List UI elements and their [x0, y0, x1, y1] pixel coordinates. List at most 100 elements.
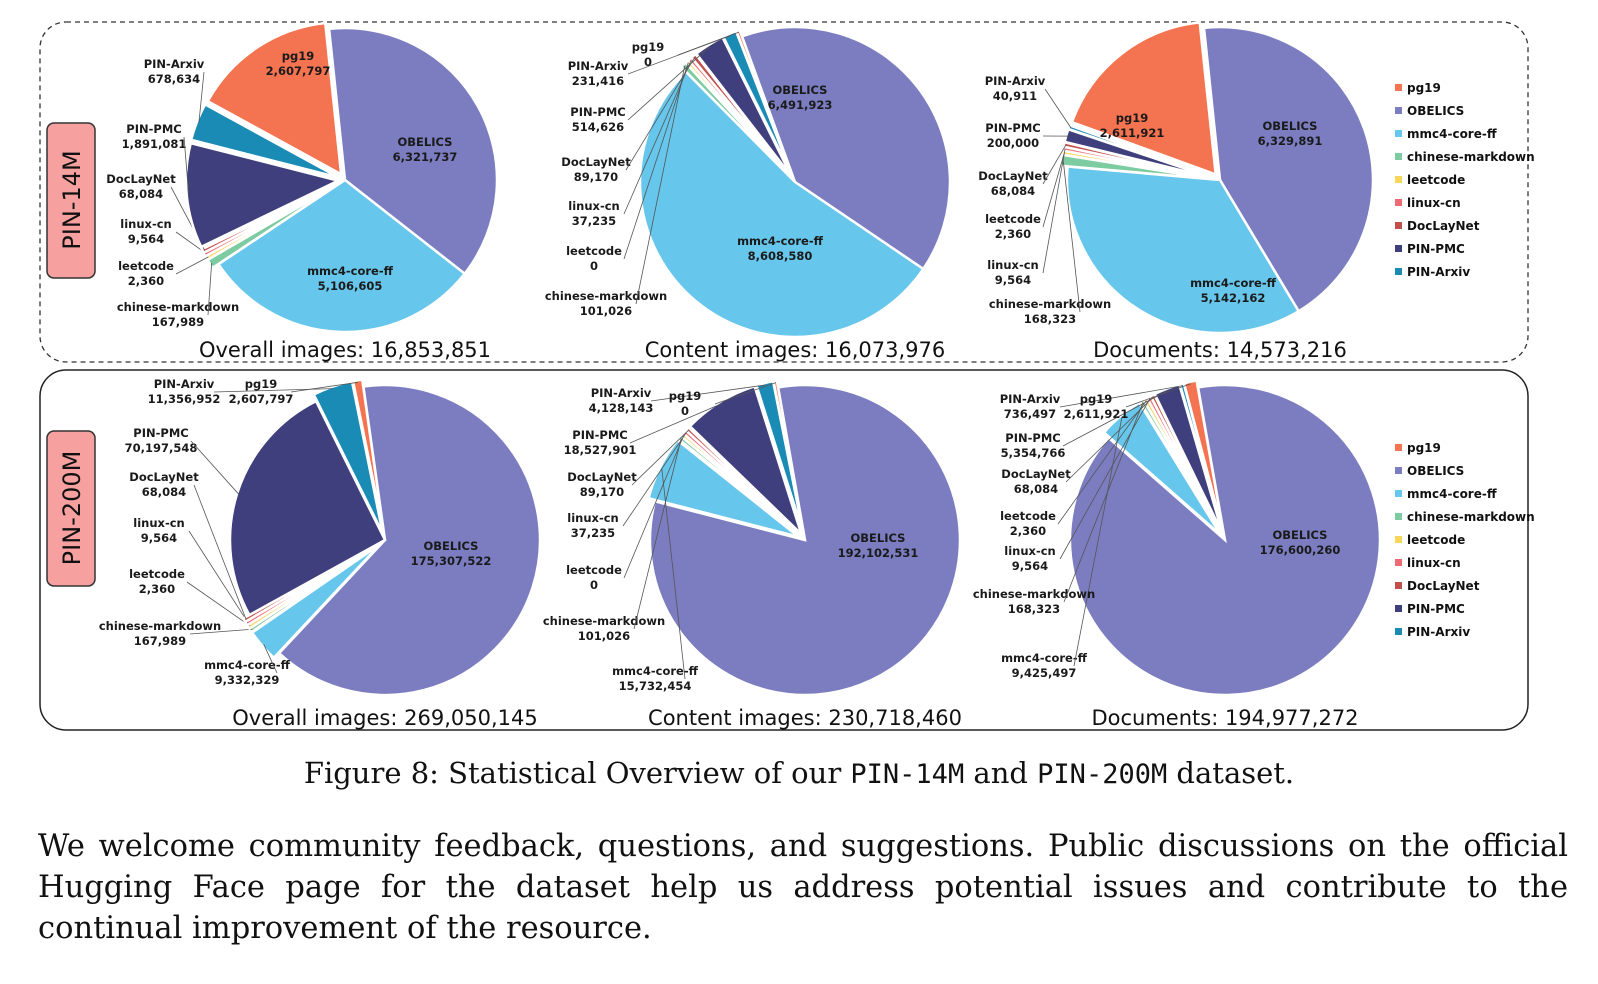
slice-label-doclaynet: DocLayNet [561, 155, 631, 169]
pie-title-1: Overall images: 16,853,851 [199, 338, 491, 362]
leader-line-chinese-markdown [633, 438, 682, 630]
leader-line-pin-arxiv [1059, 385, 1183, 408]
row-tag-pin-200m: PIN-200M [46, 430, 96, 587]
slice-label-pg19: pg19 [1116, 111, 1148, 125]
slice-label-leetcode: leetcode [118, 259, 174, 273]
slice-label-pin-pmc: PIN-PMC [572, 428, 627, 442]
slice-label-pg19: pg19 [245, 377, 277, 391]
slice-value-pg19: 0 [681, 404, 689, 418]
slice-pg19 [734, 28, 794, 176]
slice-label-pin-pmc: PIN-PMC [985, 121, 1040, 135]
leader-line-mmc4-core-ff [263, 644, 278, 674]
slice-label-linux-cn: linux-cn [568, 199, 619, 213]
leader-line-chinese-markdown [635, 66, 686, 305]
slice-label-mmc4-core-ff: mmc4-core-ff [737, 234, 824, 248]
leader-line-pin-pmc [190, 440, 240, 495]
slice-label-obelics: OBELICS [851, 531, 906, 545]
legend-label-leetcode: leetcode [1407, 533, 1465, 547]
slice-value-pin-arxiv: 4,128,143 [589, 401, 654, 415]
slice-obelics [327, 26, 499, 276]
legend-label-doclaynet: DocLayNet [1407, 579, 1480, 593]
leader-line-linux-cn [1042, 148, 1066, 274]
slice-value-doclaynet: 68,084 [119, 187, 163, 201]
legend-row-1: pg19 OBELICS mmc4-core-ff chinese-markdown l… [1395, 81, 1535, 279]
slice-value-doclaynet: 68,084 [142, 485, 186, 499]
slice-value-pin-arxiv: 11,356,952 [148, 392, 221, 406]
slice-pg19 [772, 379, 805, 534]
legend-label-linux-cn: linux-cn [1407, 196, 1461, 210]
slice-label-pg19: pg19 [669, 389, 701, 403]
leader-line-pg19 [1125, 383, 1191, 408]
legend-swatch-pin-arxiv [1395, 628, 1402, 635]
leader-line-leetcode [186, 581, 251, 627]
pie-title-3: Documents: 14,573,216 [1093, 338, 1347, 362]
slice-value-pg19: 2,611,921 [1100, 126, 1165, 140]
slice-pin-arxiv [189, 102, 340, 179]
slice-value-mmc4-core-ff: 9,425,497 [1012, 666, 1077, 680]
leader-line-linux-cn [623, 60, 692, 215]
legend-swatch-pg19 [1395, 84, 1402, 91]
legends: pg19 OBELICS mmc4-core-ff chinese-markdown l… [1395, 81, 1535, 639]
slice-label-linux-cn: linux-cn [987, 258, 1038, 272]
slice-value-mmc4-core-ff: 8,608,580 [748, 249, 813, 263]
slice-value-chinese-markdown: 167,989 [134, 634, 186, 648]
slice-label-mmc4-core-ff: mmc4-core-ff [204, 658, 291, 672]
row-tag-pin-14m: PIN-14M [46, 122, 96, 279]
slice-value-leetcode: 2,360 [128, 274, 164, 288]
slice-value-pin-arxiv: 736,497 [1004, 407, 1056, 421]
slice-value-linux-cn: 37,235 [572, 214, 616, 228]
slice-label-pin-arxiv: PIN-Arxiv [144, 57, 205, 71]
legend-label-pg19: pg19 [1407, 441, 1441, 455]
slice-label-leetcode: leetcode [985, 212, 1041, 226]
slice-label-doclaynet: DocLayNet [978, 169, 1048, 183]
legend-label-chinese-markdown: chinese-markdown [1407, 510, 1535, 524]
slice-label-pin-pmc: PIN-PMC [570, 105, 625, 119]
slice-pg19 [206, 21, 343, 177]
slice-mmc4-core-ff [638, 70, 926, 339]
slice-mmc4-core-ff [216, 178, 467, 334]
row-label-pin-200m: PIN-200M [58, 451, 86, 566]
slice-value-obelics: 175,307,522 [411, 554, 492, 568]
slice-value-leetcode: 0 [590, 578, 598, 592]
legend-swatch-leetcode [1395, 536, 1402, 543]
leader-line-doclaynet [631, 429, 689, 486]
pie-title-2: Content images: 16,073,976 [645, 338, 946, 362]
slice-obelics [1068, 383, 1382, 697]
slice-label-chinese-markdown: chinese-markdown [545, 289, 667, 303]
pie-title-5: Content images: 230,718,460 [648, 706, 962, 730]
leader-line-pin-pmc [1062, 390, 1168, 447]
slice-value-doclaynet: 89,170 [580, 485, 624, 499]
leader-line-pg19 [714, 382, 776, 405]
slice-pg19 [1182, 379, 1225, 534]
leader-line-pin-arxiv [1044, 88, 1072, 129]
slice-value-linux-cn: 9,564 [128, 232, 164, 246]
slice-pg19 [351, 378, 386, 534]
legend-label-mmc4-core-ff: mmc4-core-ff [1407, 127, 1497, 141]
slice-label-linux-cn: linux-cn [133, 516, 184, 530]
legend-swatch-linux-cn [1395, 199, 1402, 206]
leader-line-doclaynet [1042, 144, 1067, 185]
leader-line-mmc4-core-ff [661, 468, 686, 680]
pie-title-4: Overall images: 269,050,145 [232, 706, 537, 730]
slice-label-pin-pmc: PIN-PMC [1005, 431, 1060, 445]
leader-line-pin-arxiv [198, 71, 205, 123]
slice-value-linux-cn: 9,564 [141, 531, 177, 545]
slice-label-mmc4-core-ff: mmc4-core-ff [307, 264, 394, 278]
slice-label-pg19: pg19 [1080, 392, 1112, 406]
slice-value-obelics: 6,329,891 [1258, 134, 1323, 148]
figure-caption: Figure 8: Statistical Overview of our PI… [0, 756, 1598, 790]
caption-suffix: dataset. [1167, 756, 1295, 790]
leader-line-leetcode [623, 435, 684, 579]
legend-swatch-obelics [1395, 107, 1402, 114]
row-label-pin-14m: PIN-14M [58, 150, 86, 249]
slice-label-obelics: OBELICS [424, 539, 479, 553]
legend-swatch-linux-cn [1395, 559, 1402, 566]
slice-value-pin-pmc: 18,527,901 [564, 443, 637, 457]
slice-label-mmc4-core-ff: mmc4-core-ff [1190, 276, 1277, 290]
leader-line-linux-cn [622, 432, 687, 527]
legend-swatch-mmc4-core-ff [1395, 490, 1402, 497]
legend-swatch-obelics [1395, 467, 1402, 474]
slice-mmc4-core-ff [647, 438, 800, 539]
